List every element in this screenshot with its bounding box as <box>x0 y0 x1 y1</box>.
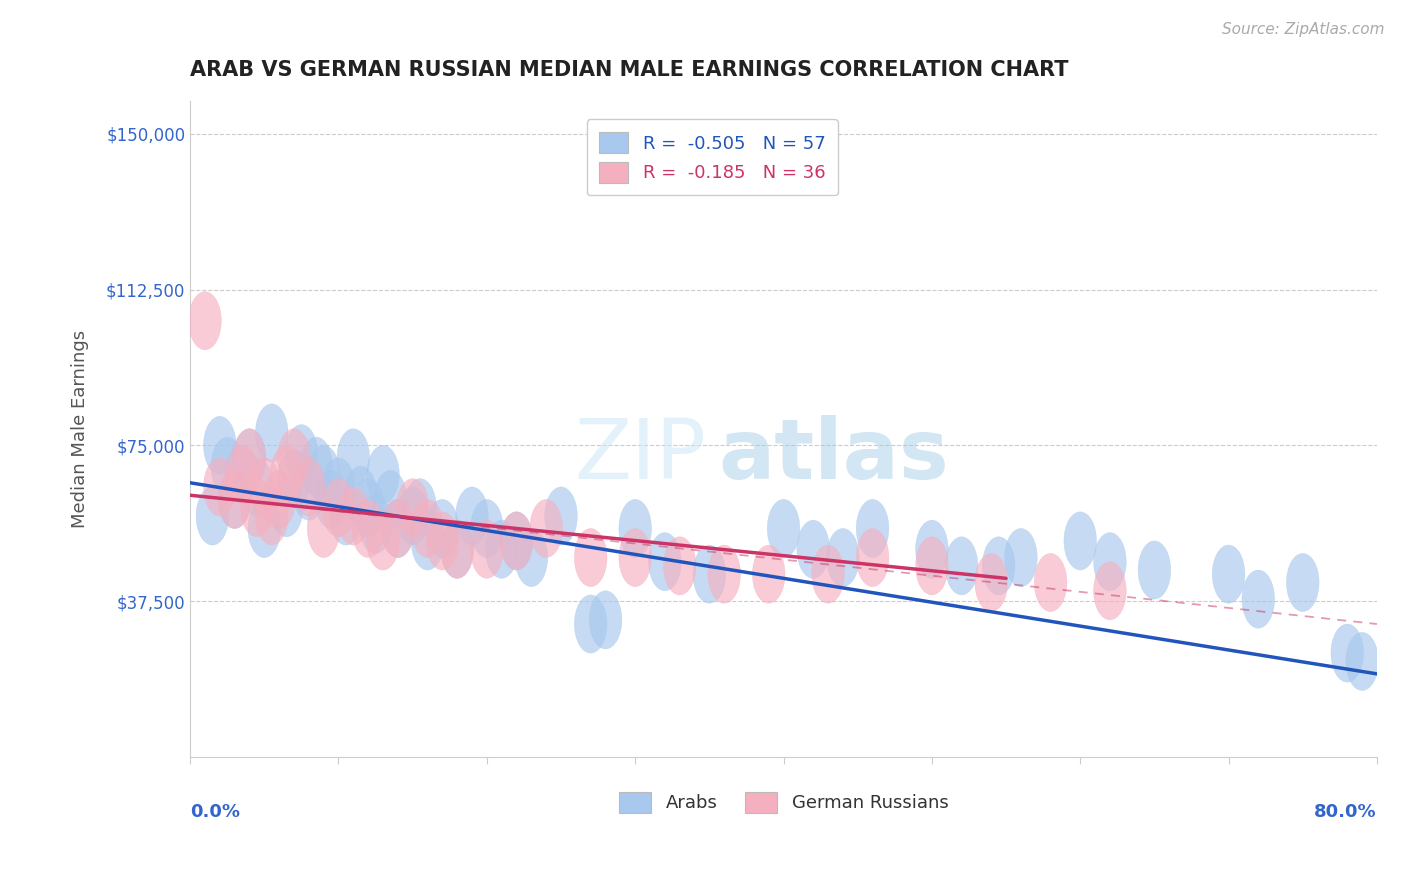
Text: ZIP: ZIP <box>575 415 706 496</box>
Y-axis label: Median Male Earnings: Median Male Earnings <box>72 330 89 528</box>
Text: atlas: atlas <box>718 415 949 496</box>
Text: ARAB VS GERMAN RUSSIAN MEDIAN MALE EARNINGS CORRELATION CHART: ARAB VS GERMAN RUSSIAN MEDIAN MALE EARNI… <box>190 60 1069 79</box>
Text: Source: ZipAtlas.com: Source: ZipAtlas.com <box>1222 22 1385 37</box>
Text: 0.0%: 0.0% <box>190 803 240 821</box>
Legend: Arabs, German Russians: Arabs, German Russians <box>612 785 956 820</box>
Text: 80.0%: 80.0% <box>1315 803 1376 821</box>
